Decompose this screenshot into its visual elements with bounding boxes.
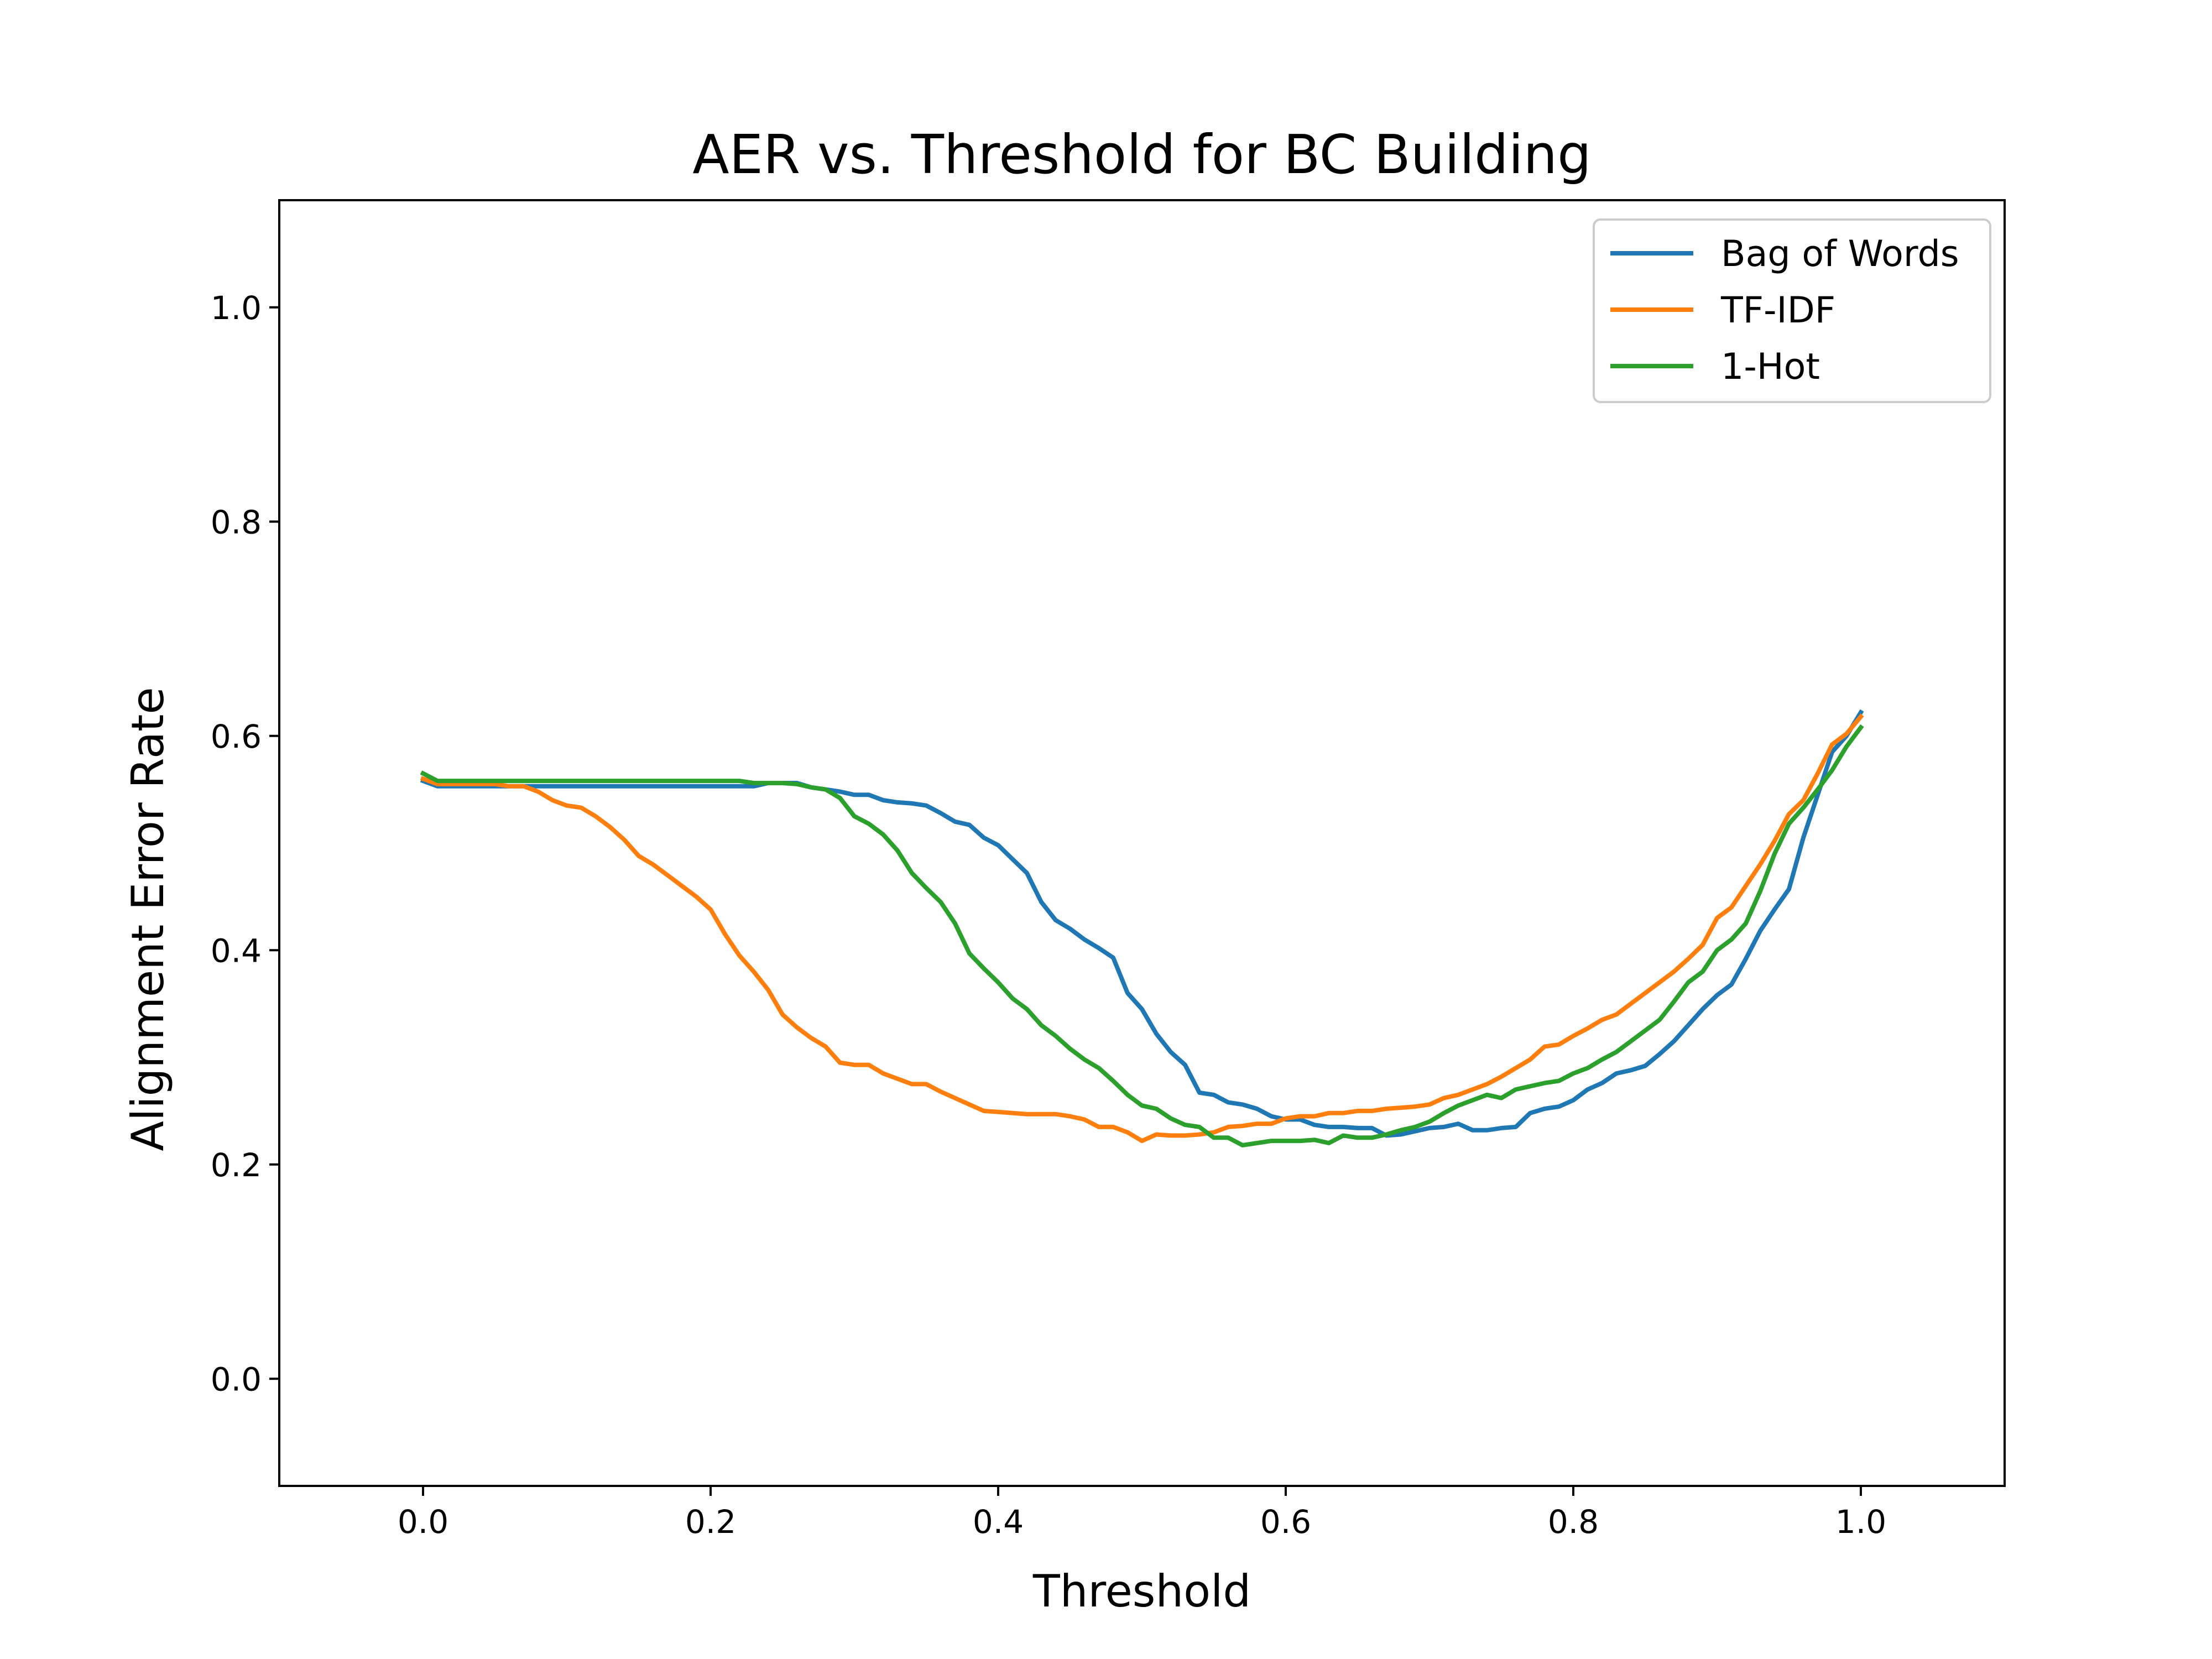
series-line-1 <box>420 709 1864 1138</box>
y-tick-label: 0.0 <box>211 1360 262 1398</box>
series-layer <box>420 709 1864 1147</box>
plot-frame <box>278 199 2006 1487</box>
y-tick-label: 0.2 <box>211 1146 262 1184</box>
x-tick-label: 0.8 <box>1548 1503 1599 1541</box>
series-line-2 <box>420 713 1864 1144</box>
legend: Bag of Words TF-IDF 1-Hot <box>1593 218 1991 403</box>
y-tick-label: 0.8 <box>211 503 262 541</box>
series-line-3 <box>420 724 1864 1147</box>
x-tick-label: 0.2 <box>685 1503 736 1541</box>
x-tick-label: 0.0 <box>398 1503 448 1541</box>
legend-label: Bag of Words <box>1721 233 1959 275</box>
y-tick-label: 0.4 <box>211 932 262 969</box>
x-tick-label: 0.6 <box>1260 1503 1311 1541</box>
x-axis-label: Threshold <box>1032 1566 1251 1617</box>
y-tick-label: 0.6 <box>211 718 262 755</box>
plot-area <box>278 199 2006 1487</box>
y-tick-label: 1.0 <box>211 289 262 327</box>
y-axis: 0.0 0.2 0.4 0.6 0.8 1.0 <box>211 289 279 1398</box>
x-tick-label: 0.4 <box>973 1503 1024 1541</box>
plot-background <box>279 200 2005 1486</box>
legend-label: TF-IDF <box>1720 290 1835 331</box>
x-axis: 0.0 0.2 0.4 0.6 0.8 1.0 <box>398 1486 1886 1541</box>
chart-title: AER vs. Threshold for BC Building <box>692 123 1591 186</box>
legend-box <box>1593 218 1991 403</box>
legend-label: 1-Hot <box>1721 346 1820 388</box>
y-axis-label: Alignment Error Rate <box>122 687 174 1151</box>
x-tick-label: 1.0 <box>1835 1503 1886 1541</box>
